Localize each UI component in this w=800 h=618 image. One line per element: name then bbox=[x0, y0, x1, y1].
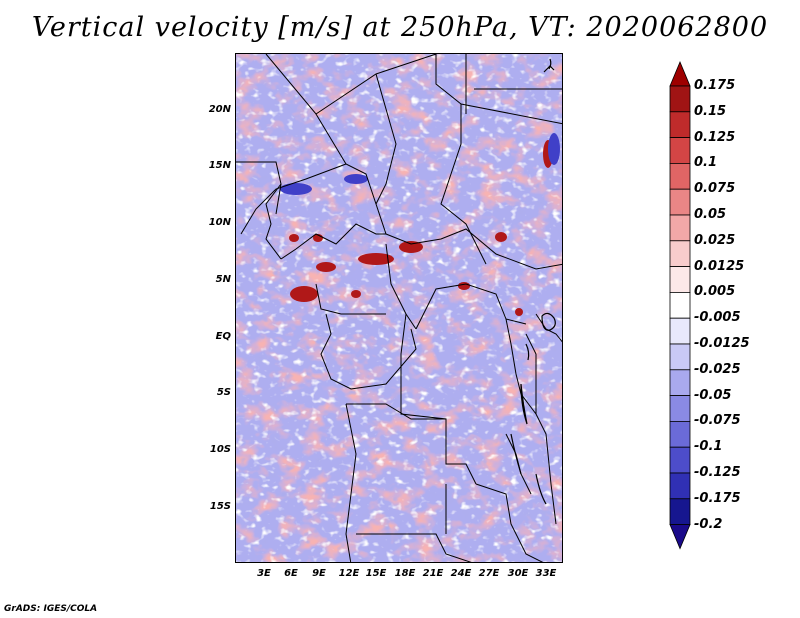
colorbar-swatch bbox=[669, 240, 691, 268]
colorbar-tick-label: 0.15 bbox=[694, 103, 727, 119]
colorbar-swatch bbox=[669, 317, 691, 345]
colorbar-tick-label: 0.0125 bbox=[694, 258, 745, 274]
colorbar-tick-label: 0.05 bbox=[694, 207, 727, 222]
credit-text: GrADS: IGES/COLA bbox=[4, 604, 98, 614]
colorbar-swatch bbox=[669, 214, 691, 242]
colorbar-swatch bbox=[669, 472, 691, 500]
strong-sinking-cores bbox=[280, 133, 560, 195]
lat-label: 5S bbox=[216, 387, 231, 398]
colorbar-swatch bbox=[669, 498, 691, 525]
lat-label: EQ bbox=[215, 331, 231, 342]
lon-label: 3E bbox=[257, 568, 271, 579]
lat-label: 15S bbox=[209, 501, 231, 512]
colorbar-swatch bbox=[669, 291, 691, 319]
velocity-field bbox=[236, 54, 562, 562]
colorbar-tick-label: 0.025 bbox=[694, 232, 736, 248]
convective-cores bbox=[289, 140, 553, 316]
colorbar-tick-label: -0.005 bbox=[694, 310, 741, 326]
map-title: Vertical velocity [m/s] at 250hPa, VT: 2… bbox=[31, 12, 769, 43]
lon-label: 30E bbox=[507, 568, 529, 579]
lat-label: 20N bbox=[208, 104, 231, 115]
map-panel bbox=[235, 53, 563, 563]
lon-label: 6E bbox=[284, 568, 298, 579]
country-borders bbox=[236, 54, 562, 562]
colorbar-swatch bbox=[669, 85, 691, 113]
colorbar-swatch bbox=[669, 395, 691, 422]
lon-label: 18E bbox=[394, 568, 416, 579]
colorbar-tick-label: -0.05 bbox=[694, 387, 732, 403]
lat-label: 10N bbox=[208, 217, 231, 228]
colorbar-swatch bbox=[669, 446, 691, 474]
lat-label: 5N bbox=[215, 274, 231, 285]
colorbar-tick-label: -0.075 bbox=[694, 413, 741, 429]
colorbar-swatch bbox=[669, 266, 691, 293]
colorbar-tick-label: 0.175 bbox=[694, 78, 736, 93]
colorbar-tick-label: -0.025 bbox=[694, 361, 741, 377]
colorbar-tick-label: -0.175 bbox=[694, 490, 741, 506]
lon-label: 27E bbox=[478, 568, 500, 579]
colorbar-tick-label: 0.1 bbox=[694, 155, 718, 171]
lon-label: 12E bbox=[338, 568, 360, 579]
colorbar-tick-label: -0.2 bbox=[694, 516, 723, 532]
colorbar-tick-label: 0.005 bbox=[694, 284, 736, 300]
colorbar-swatch bbox=[669, 369, 691, 396]
colorbar-tick-label: -0.0125 bbox=[694, 336, 750, 351]
lon-label: 15E bbox=[365, 568, 387, 579]
colorbar-swatch bbox=[669, 163, 691, 190]
lon-label: 33E bbox=[535, 568, 557, 579]
colorbar-swatch bbox=[669, 420, 691, 448]
colorbar-swatch bbox=[669, 343, 691, 371]
lakes bbox=[510, 58, 556, 505]
colorbar-tick-label: 0.125 bbox=[694, 129, 736, 145]
colorbar-tick-label: -0.1 bbox=[694, 439, 723, 455]
lon-label: 9E bbox=[312, 568, 326, 579]
lat-label: 15N bbox=[208, 160, 231, 171]
colorbar-swatch bbox=[669, 111, 691, 138]
colorbar-swatch bbox=[669, 188, 691, 216]
lon-label: 24E bbox=[450, 568, 472, 579]
lat-label: 10S bbox=[209, 444, 231, 455]
colorbar-bottom-arrow bbox=[669, 524, 691, 550]
colorbar bbox=[669, 60, 691, 550]
colorbar-tick-label: -0.125 bbox=[694, 465, 741, 480]
colorbar-swatch bbox=[669, 137, 691, 164]
lon-label: 21E bbox=[422, 568, 444, 579]
colorbar-tick-label: 0.075 bbox=[694, 181, 736, 197]
positive-regions bbox=[236, 54, 562, 562]
colorbar-top-arrow bbox=[669, 60, 691, 87]
